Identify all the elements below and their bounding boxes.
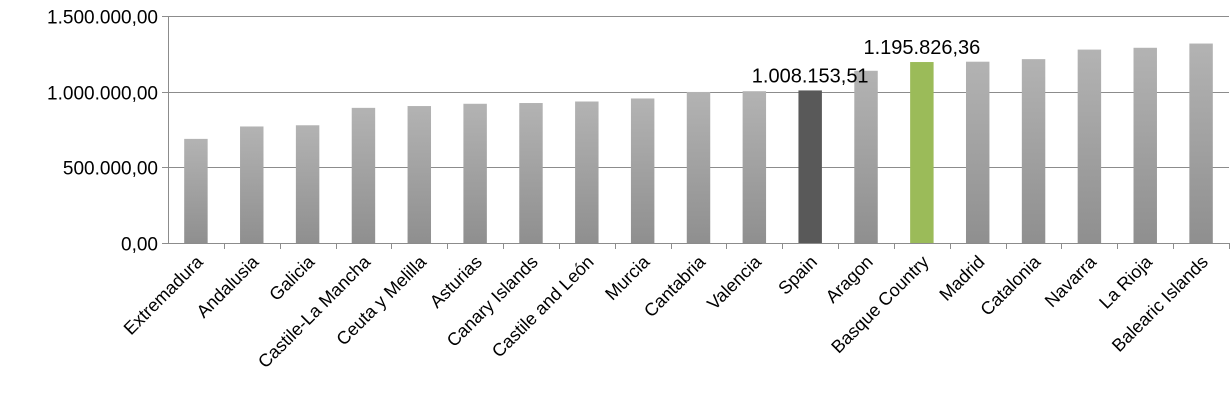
bar-cantabria: [686, 91, 711, 243]
bar-aragon: [854, 70, 878, 243]
bar-castile-and-le-n: [575, 101, 599, 244]
x-category-label: Catalonia: [976, 251, 1045, 320]
x-category-label: Balearic Islands: [1108, 252, 1212, 356]
x-category-label: Galicia: [265, 251, 319, 305]
bar-castile-la-mancha: [351, 107, 376, 243]
bar-asturias: [463, 103, 487, 243]
y-tick-label: 1.000.000,00: [47, 84, 158, 105]
bar-catalonia: [1021, 59, 1046, 243]
bar-canary-islands: [519, 103, 543, 244]
bars: [184, 43, 1213, 244]
x-category-label: Castile and León: [488, 252, 598, 362]
x-category-label: Spain: [774, 252, 821, 299]
data-label: 1.008.153,51: [752, 65, 869, 87]
x-category-label: Navarra: [1041, 251, 1101, 311]
x-category-label: Aragon: [822, 252, 877, 307]
bar-balearic-islands: [1189, 43, 1213, 244]
bar-extremadura: [184, 138, 208, 243]
bar-galicia: [295, 125, 320, 243]
x-category-label: Basque Country: [827, 252, 932, 357]
bar-madrid: [965, 61, 990, 243]
bar-andalusia: [240, 126, 264, 243]
bar-la-rioja: [1133, 47, 1157, 243]
x-category-label: Madrid: [935, 252, 988, 305]
y-tick-label: 0,00: [121, 235, 158, 256]
bar-valencia: [742, 91, 767, 243]
x-category-label: Cantabria: [640, 251, 710, 321]
bar-basque-country: [910, 62, 934, 243]
bar-navarra: [1077, 49, 1102, 243]
x-category-label: Extremadura: [120, 251, 208, 339]
data-label: 1.195.826,36: [863, 37, 980, 59]
bar-spain: [798, 90, 822, 243]
axes: [162, 16, 1230, 249]
x-category-label: Andalusia: [193, 251, 264, 322]
y-tick-label: 1.500.000,00: [47, 8, 158, 29]
bar-ceuta-y-melilla: [407, 106, 432, 243]
x-category-label: Valencia: [703, 251, 766, 314]
bar-murcia: [630, 98, 655, 243]
x-category-label: Murcia: [601, 251, 654, 304]
y-tick-label: 500.000,00: [63, 159, 158, 180]
